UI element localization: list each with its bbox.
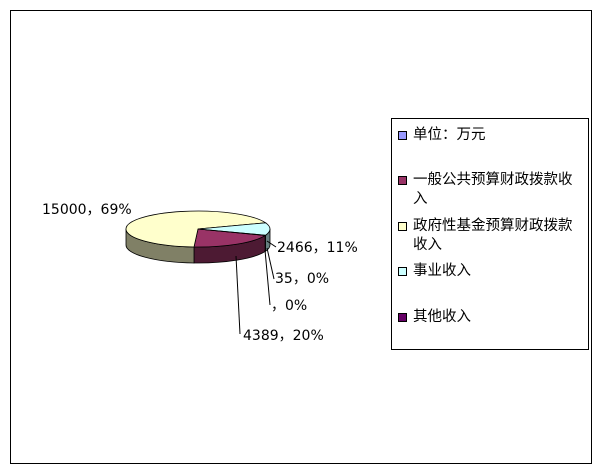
legend-item-unit: 单位：万元	[398, 126, 584, 145]
legend-item-business-income: 事业收入	[398, 262, 584, 281]
data-label-0: 4389，20%	[243, 328, 324, 344]
legend-item-other-income: 其他收入	[398, 308, 584, 327]
pie-slice-3	[197, 228, 267, 236]
pie-slice-0	[193, 228, 267, 248]
leader-line-0	[235, 255, 241, 335]
data-label-4: ，0%	[271, 298, 307, 314]
legend: 单位：万元 一般公共预算财政拨款收入 政府性基金预算财政拨款收入 事业收入 其他…	[391, 118, 589, 350]
legend-label: 其他收入	[413, 309, 471, 325]
leader-line-4	[264, 249, 271, 306]
leader-line-3	[266, 247, 275, 280]
legend-swatch	[398, 313, 407, 322]
legend-swatch	[398, 222, 407, 231]
legend-label: 一般公共预算财政拨款收入	[413, 172, 573, 207]
data-label-1: 15000，69%	[42, 202, 132, 218]
legend-swatch	[398, 176, 407, 185]
data-label-3: 35，0%	[275, 271, 329, 287]
leader-line-2	[266, 240, 277, 248]
legend-item-government-fund: 政府性基金预算财政拨款收入	[398, 217, 584, 255]
pie-slice-1	[125, 210, 267, 248]
legend-swatch	[398, 131, 407, 140]
legend-item-general-budget: 一般公共预算财政拨款收入	[398, 171, 584, 209]
data-label-2: 2466，11%	[277, 240, 358, 256]
legend-label: 事业收入	[413, 263, 471, 279]
legend-label: 单位：万元	[413, 127, 486, 143]
legend-label: 政府性基金预算财政拨款收入	[413, 218, 573, 253]
legend-swatch	[398, 267, 407, 276]
